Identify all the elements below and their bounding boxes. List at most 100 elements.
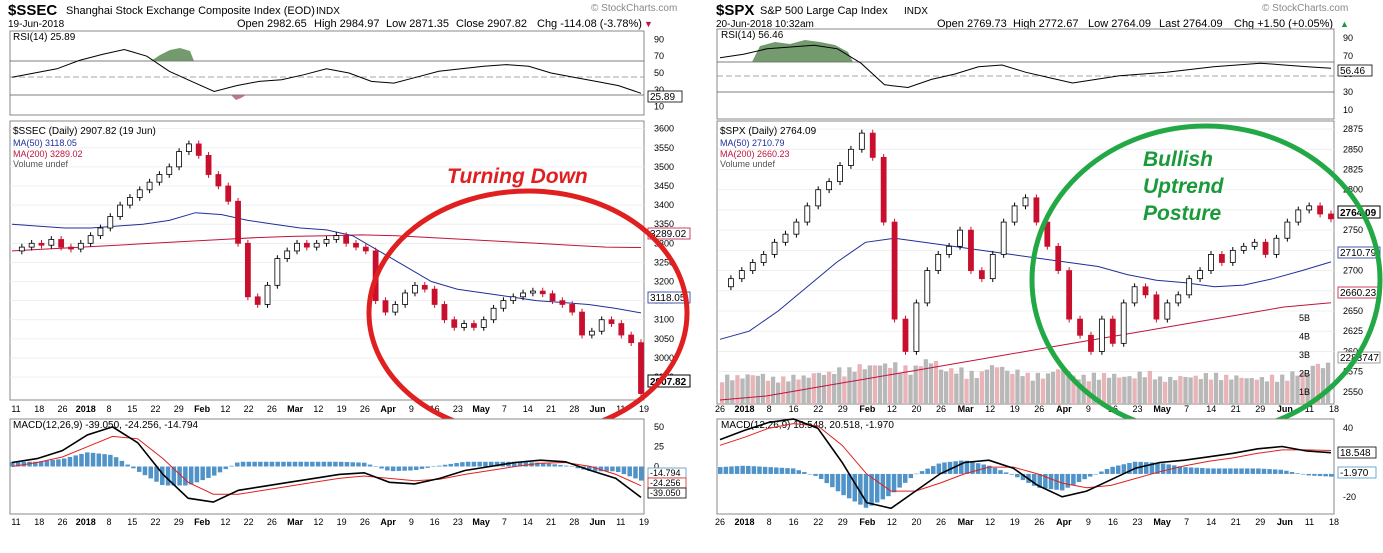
macd-hist-bar <box>315 461 321 467</box>
price-tick-label: 2550 <box>1343 387 1363 397</box>
x-tick-label-bottom: Apr <box>1056 517 1072 527</box>
x-tick-label: 8 <box>107 404 112 414</box>
volume-bar <box>1320 368 1326 404</box>
macd-hist-bar <box>802 472 807 474</box>
ssec-macd-tag-hist-text: -14.794 <box>650 468 681 478</box>
x-tick-label-bottom: 11 <box>616 517 625 527</box>
price-tick-label: 3550 <box>654 143 674 153</box>
candle-body <box>136 189 143 198</box>
candle-body <box>235 200 241 244</box>
macd-hist-bar <box>824 473 830 484</box>
volume-bar <box>1295 375 1300 404</box>
macd-hist-bar <box>396 466 402 471</box>
candle-body <box>1197 270 1203 280</box>
volume-bar <box>867 365 872 404</box>
candle-body <box>176 151 182 168</box>
spx-legend-ma50: MA(50) 2710.79 <box>720 138 785 148</box>
candle-body <box>28 242 35 248</box>
volume-bar <box>750 375 755 404</box>
candle-body <box>1218 254 1225 263</box>
macd-hist-bar <box>252 461 257 467</box>
macd-hist-bar <box>1188 467 1194 474</box>
candle-body <box>244 242 251 298</box>
x-tick-label: Apr <box>380 404 396 414</box>
spx-macd-tag-hist-text: -1.970 <box>1340 468 1369 479</box>
candle-body <box>1033 197 1040 223</box>
candle-body <box>1164 302 1171 320</box>
macd-hist-bar <box>136 466 142 472</box>
candle-body <box>1066 270 1073 320</box>
macd-hist-bar <box>552 464 557 467</box>
volume-bar <box>821 374 827 404</box>
volume-bar <box>1000 366 1005 404</box>
volume-bar <box>954 373 959 404</box>
ssec-macd-signal-line <box>11 435 642 495</box>
macd-hist-bar <box>1127 462 1132 474</box>
x-tick-label: 11 <box>11 404 20 414</box>
macd-hist-bar <box>751 466 757 474</box>
volume-bar <box>1290 371 1295 404</box>
candle-body <box>891 221 898 320</box>
volume-tick-label: 4B <box>1299 332 1310 342</box>
volume-bar <box>791 374 796 404</box>
x-tick-label: 26 <box>936 404 946 414</box>
macd-hist-bar <box>15 461 21 467</box>
volume-bar <box>1106 377 1112 404</box>
volume-bar <box>872 365 878 404</box>
macd-hist-bar <box>373 466 379 467</box>
candle-body <box>323 239 330 244</box>
volume-bar <box>1310 365 1315 404</box>
volume-bar <box>1285 380 1290 404</box>
x-tick-label-bottom: 22 <box>151 517 161 527</box>
x-tick-label-bottom: May <box>1153 517 1171 527</box>
candle-body <box>1088 334 1094 352</box>
candle-body <box>1262 241 1269 255</box>
volume-bar <box>984 369 990 404</box>
volume-bar <box>1208 379 1214 404</box>
macd-hist-bar <box>813 473 818 476</box>
volume-bar <box>760 373 766 404</box>
ssec-legend-ma200: MA(200) 3289.02 <box>13 149 83 159</box>
volume-bar <box>1188 377 1193 404</box>
volume-bar <box>928 363 934 404</box>
candle-body <box>1120 302 1127 344</box>
macd-hist-bar <box>1110 466 1115 474</box>
candle-body <box>48 239 55 246</box>
macd-hist-bar <box>919 471 925 474</box>
x-tick-label: 21 <box>546 404 556 414</box>
candle-body <box>520 292 526 298</box>
rsi-tick-label: 90 <box>654 34 664 44</box>
macd-hist-bar <box>718 467 723 474</box>
volume-bar <box>1249 378 1254 404</box>
macd-hist-bar <box>1261 468 1267 474</box>
macd-hist-bar <box>61 458 67 467</box>
macd-hist-bar <box>575 466 581 469</box>
x-tick-label-bottom: 29 <box>1255 517 1265 527</box>
volume-bar <box>755 375 760 404</box>
volume-bar <box>908 374 913 404</box>
volume-bar <box>969 370 974 404</box>
macd-hist-bar <box>408 466 413 471</box>
macd-hist-bar <box>148 466 153 479</box>
volume-bar <box>776 382 781 404</box>
macd-hist-bar <box>587 466 592 471</box>
macd-hist-bar <box>1205 468 1211 474</box>
candle-body <box>107 216 114 229</box>
candle-body <box>1284 221 1291 239</box>
macd-hist-bar <box>488 461 494 467</box>
macd-hist-bar <box>177 466 182 486</box>
macd-hist-bar <box>947 461 953 474</box>
macd-hist-bar <box>385 466 390 471</box>
candle-body <box>1077 318 1083 336</box>
x-tick-label: 22 <box>813 404 823 414</box>
volume-bar <box>989 365 995 404</box>
candle-body <box>946 245 953 255</box>
volume-bar <box>842 376 847 404</box>
x-tick-label: Mar <box>958 404 975 414</box>
ssec-close: Close 2907.82 <box>456 18 527 30</box>
ssec-legend-ma50: MA(50) 3118.05 <box>13 138 77 148</box>
spx-macd-axis: 40200-20 <box>1343 423 1356 502</box>
volume-bar <box>1198 379 1203 404</box>
price-tick-label: 2625 <box>1343 326 1363 336</box>
